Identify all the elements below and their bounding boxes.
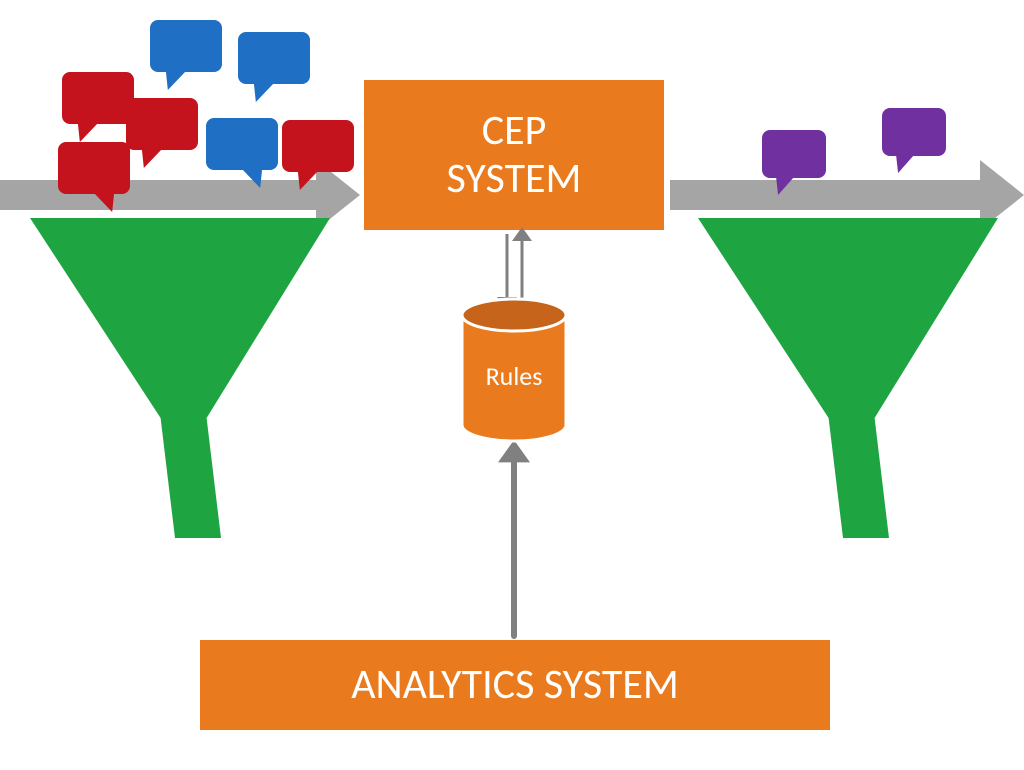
output-bubble-0 — [760, 128, 828, 197]
analytics-box: ANALYTICS SYSTEM — [200, 640, 830, 730]
input-bubble-1 — [148, 18, 224, 92]
diagram-stage: CEP SYSTEM ANALYTICS SYSTEM Rules — [0, 0, 1024, 770]
input-bubble-6 — [280, 118, 356, 192]
input-bubble-2 — [236, 30, 312, 104]
rules-cylinder: Rules — [459, 296, 569, 444]
input-bubble-4 — [204, 116, 280, 190]
arrow-analytics-to-rules — [494, 440, 534, 646]
cep-box: CEP SYSTEM — [364, 80, 664, 230]
funnel-left — [30, 218, 330, 542]
rules-label: Rules — [486, 360, 543, 392]
funnel-right — [698, 218, 998, 542]
input-bubble-3 — [124, 96, 200, 170]
output-bubble-1 — [880, 106, 948, 175]
input-bubble-5 — [56, 140, 132, 214]
